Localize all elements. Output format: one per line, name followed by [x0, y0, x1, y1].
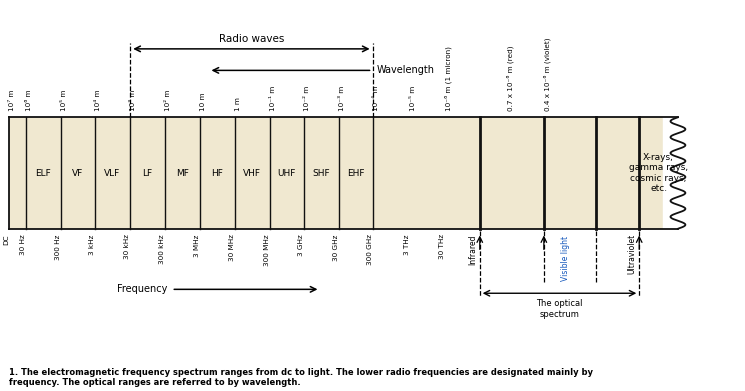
Text: 3 kHz: 3 kHz	[89, 234, 95, 255]
Text: 10² m: 10² m	[165, 90, 171, 111]
Text: 30 THz: 30 THz	[439, 234, 445, 259]
Text: 3 THz: 3 THz	[404, 234, 410, 255]
Text: 10⁶ m: 10⁶ m	[26, 90, 32, 111]
Text: SHF: SHF	[312, 169, 330, 178]
Text: 10⁻² m: 10⁻² m	[304, 86, 310, 111]
Text: 300 MHz: 300 MHz	[264, 234, 270, 266]
Text: 10 m: 10 m	[200, 93, 206, 111]
Text: ELF: ELF	[35, 169, 51, 178]
Text: VLF: VLF	[104, 169, 121, 178]
Text: VF: VF	[72, 169, 83, 178]
Text: 300 Hz: 300 Hz	[55, 234, 61, 260]
Text: 10⁻¹ m: 10⁻¹ m	[270, 86, 276, 111]
Text: 10⁵ m: 10⁵ m	[61, 90, 67, 111]
Text: 1 m: 1 m	[235, 97, 241, 111]
Text: 10⁷ m: 10⁷ m	[9, 90, 15, 111]
Text: 30 Hz: 30 Hz	[20, 234, 26, 255]
Text: Wavelength: Wavelength	[376, 65, 434, 75]
Text: 10⁻⁴ m: 10⁻⁴ m	[372, 86, 378, 111]
Text: 10⁻⁶ m (1 micron): 10⁻⁶ m (1 micron)	[445, 46, 452, 111]
Text: 10⁴ m: 10⁴ m	[95, 90, 101, 111]
Text: UHF: UHF	[278, 169, 296, 178]
Text: 1. The electromagnetic frequency spectrum ranges from dc to light. The lower rad: 1. The electromagnetic frequency spectru…	[9, 368, 593, 387]
Text: MF: MF	[176, 169, 189, 178]
Text: X-rays,
gamma rays,
cosmic rays,
etc.: X-rays, gamma rays, cosmic rays, etc.	[629, 153, 688, 193]
Text: Radio waves: Radio waves	[219, 34, 284, 44]
Text: 300 GHz: 300 GHz	[367, 234, 372, 265]
Text: Frequency: Frequency	[117, 284, 168, 294]
Text: 0.7 x 10⁻⁶ m (red): 0.7 x 10⁻⁶ m (red)	[507, 45, 514, 111]
Text: 300 kHz: 300 kHz	[159, 234, 165, 264]
Text: 3 MHz: 3 MHz	[194, 234, 200, 256]
Text: The optical
spectrum: The optical spectrum	[536, 299, 583, 319]
Text: DC: DC	[3, 234, 9, 245]
Text: EHF: EHF	[347, 169, 365, 178]
Text: 30 MHz: 30 MHz	[229, 234, 235, 261]
Text: VHF: VHF	[243, 169, 261, 178]
Bar	[9, 117, 678, 229]
Text: 10⁻⁵ m: 10⁻⁵ m	[410, 86, 416, 111]
Text: Infrared: Infrared	[468, 234, 477, 265]
Text: HF: HF	[211, 169, 223, 178]
Text: LF: LF	[142, 169, 153, 178]
Text: 10³ m: 10³ m	[130, 90, 136, 111]
Text: Visible light: Visible light	[561, 236, 570, 281]
Text: 0.4 x 10⁻⁶ m (violet): 0.4 x 10⁻⁶ m (violet)	[544, 38, 551, 111]
Bar	[9, 117, 714, 229]
Text: 30 GHz: 30 GHz	[333, 234, 339, 260]
Text: Ultraviolet: Ultraviolet	[627, 234, 636, 274]
Text: 10⁻³ m: 10⁻³ m	[339, 86, 345, 111]
Text: 30 kHz: 30 kHz	[124, 234, 130, 259]
Text: 3 GHz: 3 GHz	[298, 234, 304, 256]
